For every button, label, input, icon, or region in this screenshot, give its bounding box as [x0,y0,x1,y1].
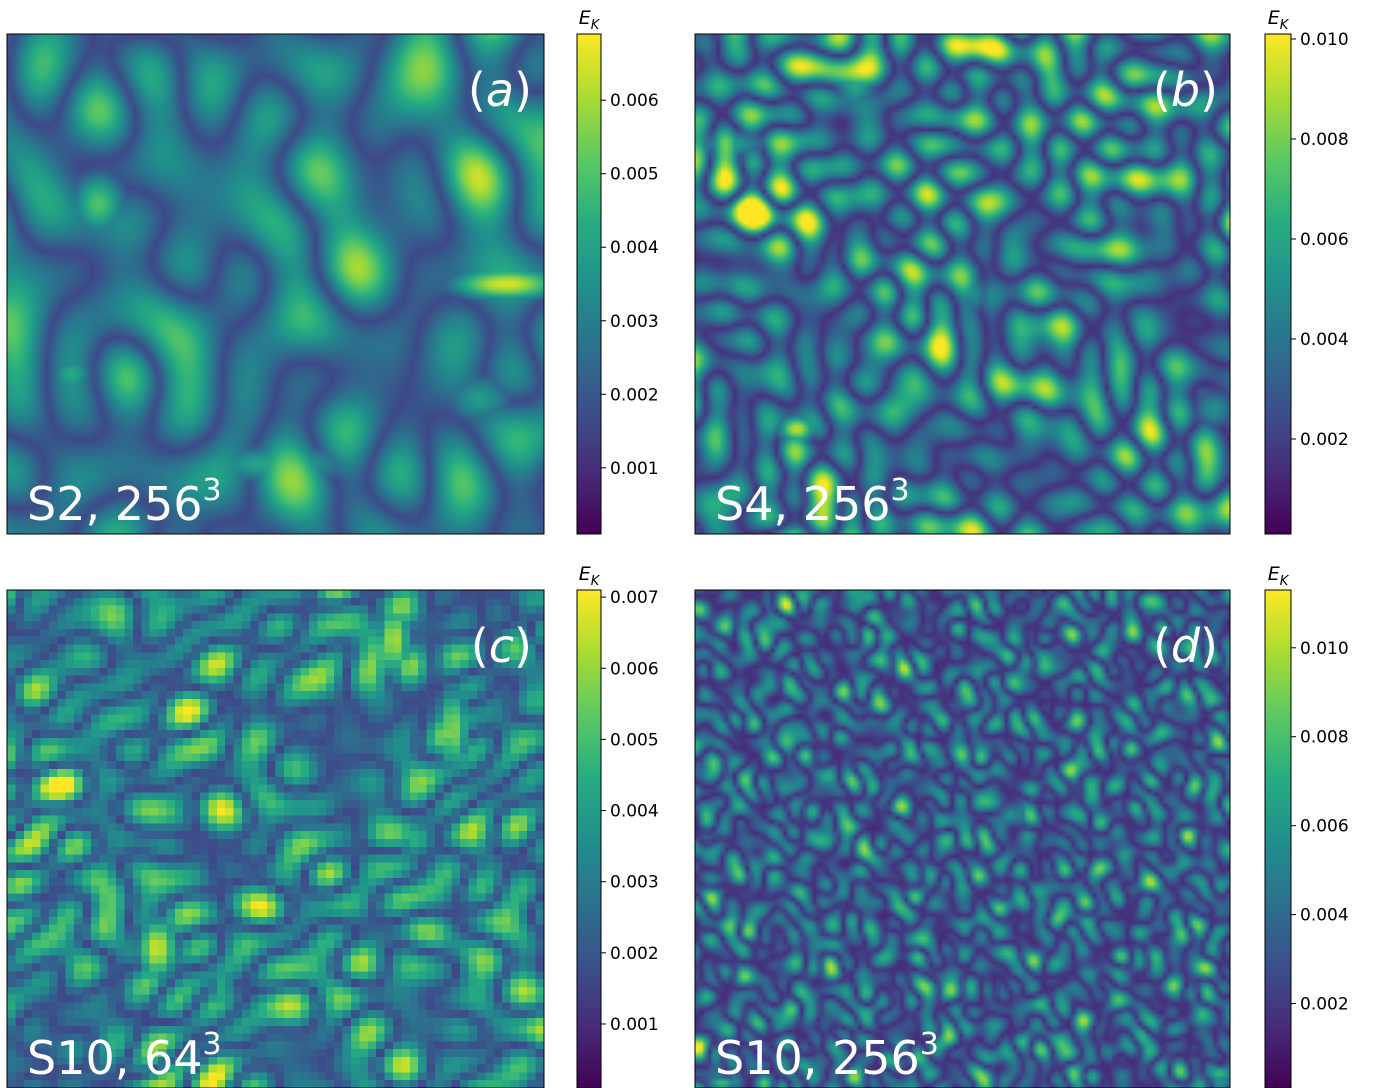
colorbar-gradient [1264,33,1292,535]
case-exponent: 3 [203,473,222,508]
colorbar: EK 0.010 0.008 0.006 0.004 0.002 [1264,7,1349,535]
colorbar-tick-label: 0.007 [610,588,659,608]
colorbar-tick-label: 0.001 [610,1015,659,1035]
case-exponent: 3 [891,473,910,508]
colorbar-title: EK [1268,563,1290,589]
panel-a: (a) S2, 2563 EK 0.006 0.005 0.004 0.003 0.002 0.… [6,7,659,535]
colorbar: EK 0.006 0.005 0.004 0.003 0.002 0.001 [576,7,659,535]
colorbar-tick-label: 0.008 [1300,728,1349,748]
colorbar-gradient [576,589,602,1088]
colorbar-tick-label: 0.006 [1300,817,1349,837]
colorbar: EK 0.007 0.006 0.005 0.004 0.003 0.002 0.001 [576,563,659,1088]
plot-frame [6,33,545,535]
colorbar-tick-label: 0.004 [610,802,659,822]
colorbar-tick-label: 0.006 [610,659,659,679]
colorbar-tick-label: 0.003 [610,873,659,893]
colorbar-tick-label: 0.003 [610,312,659,332]
panel-label: (d) [1153,619,1218,673]
case-label: S10, 643 [27,1027,222,1085]
panel-b: (b) S4, 2563 EK 0.010 0.008 0.006 0.004 0.002 [694,7,1349,535]
colorbar-tick-label: 0.004 [610,238,659,258]
plot-frame [6,589,545,1088]
colorbar-title: EK [1268,7,1290,33]
plot-frame [694,589,1231,1088]
colorbar-tick-label: 0.008 [1300,130,1349,150]
colorbar-tick-label: 0.005 [610,730,659,750]
colorbar-tick-label: 0.002 [1300,995,1349,1015]
colorbar-tick-label: 0.010 [1300,30,1349,50]
colorbar: EK 0.010 0.008 0.006 0.004 0.002 [1264,563,1349,1088]
case-label: S10, 2563 [715,1027,939,1085]
colorbar-gradient [576,33,602,535]
panel-label: (b) [1153,63,1218,117]
panel-label: (a) [468,63,532,117]
heatmap-image [7,34,544,534]
panel-label: (c) [471,619,532,673]
colorbar-gradient [1264,589,1292,1088]
colorbar-tick-label: 0.010 [1300,639,1349,659]
heatmap-image [7,590,544,1088]
case-label: S4, 2563 [715,473,910,531]
colorbar-tick-label: 0.006 [1300,230,1349,250]
colorbar-tick-label: 0.002 [1300,430,1349,450]
plot-frame [694,33,1231,535]
case-label: S2, 2563 [27,473,222,531]
heatmap-image [695,34,1230,534]
panel-c: (c) S10, 643 EK 0.007 0.006 0.005 0.004 0.003 0.… [6,563,659,1088]
heatmap-image [695,590,1230,1088]
colorbar-tick-label: 0.002 [610,944,659,964]
case-exponent: 3 [920,1027,939,1062]
colorbar-tick-label: 0.001 [610,459,659,479]
colorbar-tick-label: 0.004 [1300,330,1349,350]
case-exponent: 3 [203,1027,222,1062]
colorbar-tick-label: 0.002 [610,385,659,405]
panel-d: (d) S10, 2563 EK 0.010 0.008 0.006 0.004 0.002 [694,563,1349,1088]
colorbar-tick-label: 0.004 [1300,906,1349,926]
colorbar-tick-label: 0.006 [610,91,659,111]
colorbar-title: EK [579,7,601,33]
colorbar-tick-label: 0.005 [610,165,659,185]
colorbar-title: EK [579,563,601,589]
